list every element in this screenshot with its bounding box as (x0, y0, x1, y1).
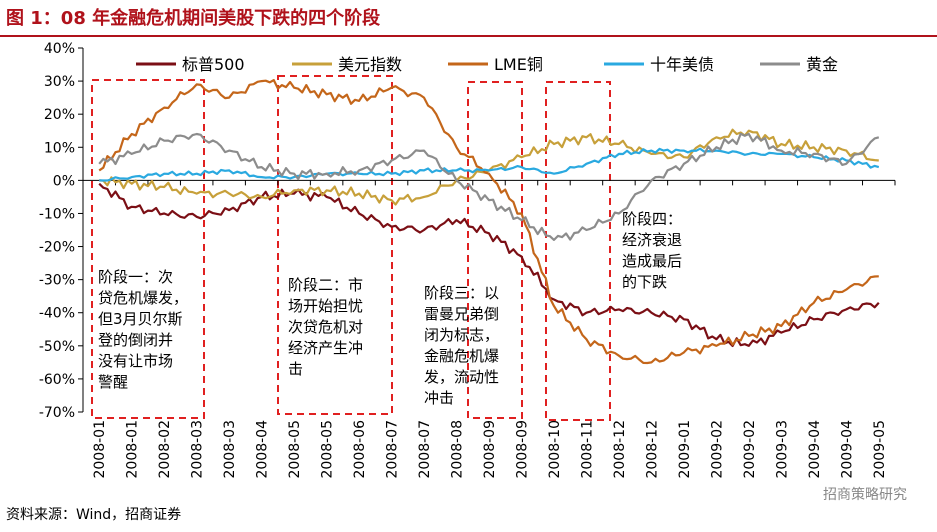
phase-annotation-3: 阶段三：以 (424, 284, 499, 302)
phase-annotation-4: 造成最后 (622, 252, 682, 270)
x-tick-label: 2008-11 (579, 420, 595, 479)
y-tick-label: -40% (39, 306, 75, 322)
y-tick-label: -10% (39, 206, 75, 222)
phase-box-1 (91, 79, 205, 419)
x-tick-label: 2008-01 (92, 420, 108, 479)
watermark: 招商策略研究 (823, 487, 907, 503)
phase-annotation-2: 场开始担忧 (288, 297, 363, 315)
x-tick-label: 2008-09 (514, 420, 530, 479)
y-tick-label: 20% (44, 107, 75, 123)
legend-label: LME铜 (494, 55, 543, 74)
phase-box-4 (545, 81, 611, 421)
y-tick-label: -30% (39, 273, 75, 289)
phase-annotation-4: 阶段四： (622, 210, 682, 228)
title-divider (0, 35, 937, 37)
phase-annotation-1: 没有让市场 (98, 352, 173, 370)
series-line-4 (99, 147, 880, 182)
source-note: 资料来源：Wind，招商证券 (6, 507, 182, 523)
phase-annotation-3: 雷曼兄弟倒 (424, 305, 499, 323)
phase-annotation-3: 冲击 (424, 389, 454, 407)
phase-annotation-4: 的下跌 (622, 273, 667, 291)
x-tick-label: 2009-04 (807, 420, 823, 479)
phase-annotation-1: 但3月贝尔斯 (98, 310, 183, 328)
series-line-1 (98, 182, 880, 348)
x-tick-label: 2008-12 (644, 420, 660, 479)
legend-label: 黄金 (806, 55, 838, 74)
x-tick-label: 2008-05 (320, 420, 336, 479)
y-tick-label: -20% (39, 240, 75, 256)
y-tick-label: 40% (44, 41, 75, 57)
phase-annotation-1: 贷危机爆发， (98, 289, 188, 307)
series-line-3 (98, 78, 879, 365)
x-tick-label: 2008-05 (287, 420, 303, 479)
x-tick-label: 2008-03 (190, 420, 206, 479)
y-tick-label: 30% (44, 74, 75, 90)
phase-box-2 (277, 75, 393, 415)
x-tick-label: 2008-09 (482, 420, 498, 479)
x-tick-label: 2009-01 (677, 420, 693, 479)
x-tick-label: 2009-04 (839, 420, 855, 479)
x-tick-label: 2008-01 (125, 420, 141, 479)
x-tick-label: 2009-02 (709, 420, 725, 479)
phase-annotation-4: 经济衰退 (622, 231, 682, 249)
y-tick-label: 0% (53, 173, 75, 189)
x-tick-label: 2008-12 (612, 420, 628, 479)
phase-annotation-3: 发，流动性 (424, 368, 499, 386)
x-tick-label: 2009-02 (742, 420, 758, 479)
phase-annotation-1: 警醒 (98, 373, 128, 391)
x-tick-label: 2008-10 (547, 420, 563, 479)
series-line-5 (98, 132, 880, 241)
x-tick-label: 2008-06 (352, 420, 368, 479)
phase-annotation-1: 阶段一：次 (98, 268, 173, 286)
phase-annotation-2: 次贷危机对 (288, 318, 363, 336)
y-tick-label: -70% (39, 405, 75, 421)
x-tick-label: 2008-03 (222, 420, 238, 479)
x-tick-label: 2009-05 (872, 420, 888, 479)
chart-title: 图 1：08 年金融危机期间美股下跌的四个阶段 (6, 8, 381, 29)
phase-annotation-3: 闭为标志， (424, 326, 499, 344)
phase-annotation-3: 金融危机爆 (424, 347, 499, 365)
x-tick-label: 2008-07 (417, 420, 433, 479)
legend-label: 标普500 (182, 55, 245, 74)
x-tick-label: 2008-08 (450, 420, 466, 479)
phase-annotation-2: 阶段二：市 (288, 276, 363, 294)
legend-label: 十年美债 (650, 55, 714, 74)
x-tick-label: 2008-07 (385, 420, 401, 479)
legend-label: 美元指数 (338, 55, 402, 74)
y-tick-label: 10% (44, 140, 75, 156)
phase-annotation-2: 击 (288, 360, 303, 378)
phase-annotation-2: 经济产生冲 (288, 339, 363, 357)
x-tick-label: 2009-03 (774, 420, 790, 479)
y-tick-label: -60% (39, 372, 75, 388)
phase-annotation-1: 登的倒闭并 (98, 331, 173, 349)
x-tick-label: 2008-02 (157, 420, 173, 479)
y-tick-label: -50% (39, 339, 75, 355)
phase-box-3 (467, 81, 523, 419)
x-tick-label: 2008-04 (255, 420, 271, 479)
